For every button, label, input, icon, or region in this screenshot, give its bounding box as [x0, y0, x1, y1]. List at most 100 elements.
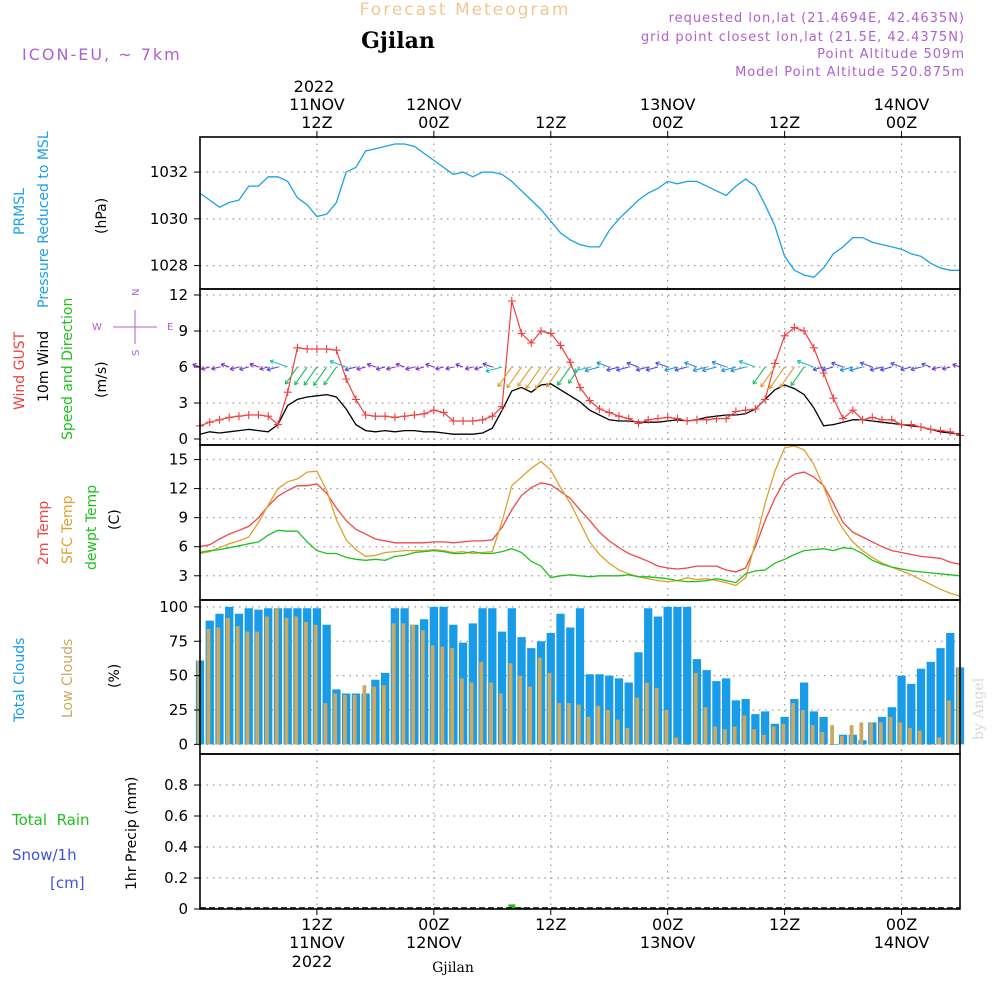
low-cloud-bar [732, 726, 737, 745]
wind-arrow [497, 366, 513, 387]
wind-arrow-head [849, 367, 854, 373]
wind-arrow [313, 366, 328, 386]
low-cloud-bar [830, 725, 834, 745]
wind-arrow [303, 366, 318, 386]
sfc-temp-label: SFC Temp [60, 495, 76, 564]
low-cloud-bar [294, 616, 299, 745]
wind-arrow-head [497, 382, 502, 388]
top-day-label: 14NOV [874, 95, 930, 114]
gust-marker [644, 415, 653, 424]
ytick-label-wind: 12 [169, 286, 188, 304]
low-cloud-bar [888, 716, 893, 745]
gust-marker [420, 409, 429, 418]
panel-bg-precip [200, 754, 960, 909]
wind-arrow-head [655, 361, 660, 367]
low-cloud-bar [235, 626, 240, 745]
gust-marker [264, 412, 273, 421]
low-cloud-bar [391, 623, 396, 745]
ytick-label-precip: 0.2 [164, 869, 188, 887]
wind-arrow [839, 366, 853, 371]
bottom-day-label: 13NOV [640, 933, 696, 952]
low-cloud-bar [479, 661, 484, 745]
pressure-label: Pressure Reduced to MSL [36, 131, 52, 308]
total-cloud-bar [556, 613, 565, 745]
wind-arrow-head [711, 360, 717, 366]
wind-arrow [790, 366, 805, 386]
wind-arrow-head [616, 367, 621, 372]
wind-arrow [344, 366, 357, 371]
wind-arrow [890, 362, 902, 368]
total-cloud-bar [614, 678, 624, 745]
wind-arrow-head [464, 365, 470, 371]
wind-arrow-head [313, 381, 318, 387]
wind-arrow-head [395, 362, 401, 368]
wind-arrow [356, 366, 366, 370]
total-cloud-bar [644, 608, 653, 745]
bottom-time-label: 12Z [301, 915, 332, 934]
wind-arrow [465, 366, 473, 370]
wind-arrow [812, 366, 824, 371]
low-cloud-bar [956, 667, 961, 745]
wind-arrow [573, 366, 590, 372]
top-time-label: 00Z [886, 113, 917, 132]
gust-marker [205, 418, 214, 427]
wind-arrow-head [211, 365, 216, 371]
total-cloud-bar [916, 668, 926, 745]
low-cloud-bar [820, 732, 825, 745]
wind-arrow [616, 366, 629, 371]
total-cloud-bar [731, 700, 741, 745]
wind-arrow [900, 366, 912, 371]
gust-marker [751, 405, 760, 413]
low-cloud-bar [615, 719, 620, 745]
ytick-label-clouds: 0 [178, 735, 188, 753]
panel-bg-pressure [200, 137, 960, 289]
gust-marker [537, 327, 546, 335]
wind-arrow-head [760, 382, 765, 388]
temp-line-2m-temp [199, 471, 961, 573]
wind-arrow [921, 363, 931, 368]
gust-marker [770, 359, 779, 368]
wind-arrow-head [556, 381, 562, 386]
low-cloud-bar [908, 727, 912, 745]
point-altitude: Point Altitude 509m [817, 47, 965, 62]
wind-arrow-head [596, 361, 601, 366]
wind-arrow [655, 362, 668, 368]
gust-marker [527, 339, 536, 347]
bottom-time-label: 00Z [886, 915, 917, 934]
low-cloud-bar [537, 657, 542, 745]
low-cloud-bar [878, 722, 883, 745]
total-cloud-bar [897, 675, 906, 745]
bottom-day-label: 12NOV [406, 933, 462, 952]
wind-arrow [266, 366, 279, 371]
total-cloud-bar [936, 648, 945, 745]
ms-label: (m/s) [94, 361, 110, 398]
ytick-label-precip: 0.8 [164, 776, 188, 794]
wind-arrow [229, 366, 240, 370]
gust-marker [848, 406, 857, 415]
wind-arrow-head [303, 381, 309, 386]
total-cloud-bar [575, 608, 585, 745]
gust-marker [585, 396, 594, 405]
ytick-label-pressure: 1032 [150, 163, 188, 181]
wind-arrow-head [568, 379, 573, 384]
low-cloud-bar [771, 726, 776, 745]
low-cloud-bar [196, 660, 201, 745]
ytick-label-temperature: 9 [178, 509, 188, 527]
low-cloud-bar [440, 646, 445, 745]
wind-arrow [797, 360, 815, 368]
wind-arrow [482, 363, 493, 368]
ytick-label-temperature: 12 [169, 480, 188, 498]
low-cloud-bar [684, 744, 688, 745]
total-cloud-bar [946, 633, 955, 745]
ytick-label-pressure: 1030 [150, 210, 188, 228]
low-cloud-bar [420, 630, 425, 745]
dewpt-label: dewpt Temp [84, 485, 100, 570]
low-cloud-bar [372, 686, 377, 745]
low-cloud-bar [547, 672, 552, 745]
compass-n: N [131, 289, 142, 296]
wind-arrow [386, 366, 396, 370]
gust-marker [634, 419, 643, 428]
gust-marker [839, 414, 848, 423]
wind-arrow [730, 366, 746, 372]
total-cloud-bar [673, 606, 682, 745]
